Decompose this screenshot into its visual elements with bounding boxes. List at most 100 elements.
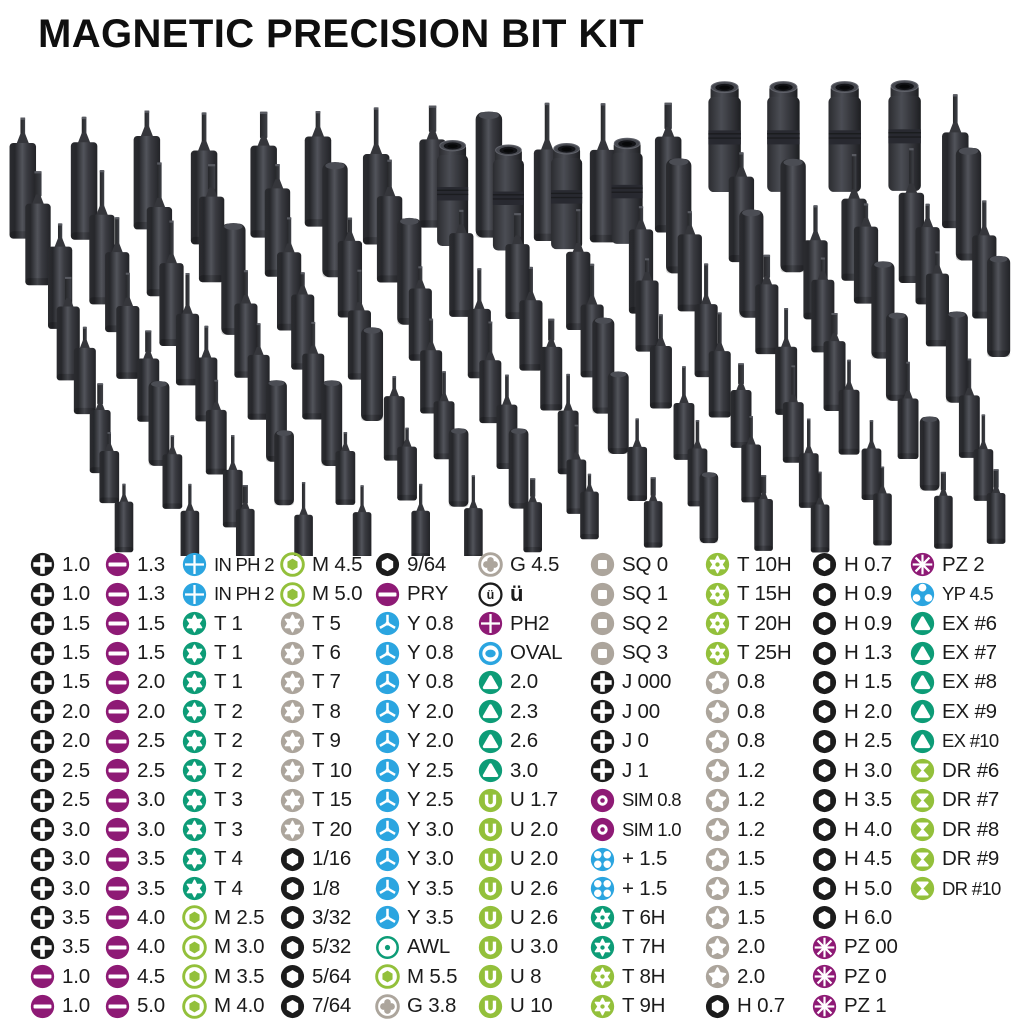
torx-icon: [280, 729, 305, 754]
legend-item-label: T 3: [214, 817, 243, 841]
pentalobe-icon: [705, 758, 730, 783]
legend-item: H 0.7: [812, 550, 898, 579]
hex-socket-icon: [280, 935, 305, 960]
legend-item-label: 9/64: [407, 552, 447, 576]
legend-item: T 7H: [590, 933, 681, 962]
legend-item: Y 3.5: [375, 903, 457, 932]
legend-item-label: 1.2: [737, 817, 765, 841]
legend-item-label: 1/8: [312, 876, 340, 900]
legend-item-label: 2.6: [510, 729, 538, 753]
legend-column-2: 1.3 1.3 1.5 1.5 2.0 2.0 2.5 2.5 3.0 3.0 3.5 3.5 4.0 4…: [105, 550, 165, 1021]
hex-socket-icon: [812, 582, 837, 607]
legend-item: 3/32: [280, 903, 362, 932]
legend-item: 2.0: [30, 697, 90, 726]
legend-item: 2.0: [30, 727, 90, 756]
legend-item-label: U 1.7: [510, 788, 558, 812]
legend-item-label: EX #10: [942, 730, 999, 752]
phillips-icon: [30, 876, 55, 901]
legend-item: 3.0: [30, 874, 90, 903]
legend-item-label: G 4.5: [510, 552, 560, 576]
tri-wing-icon: [375, 847, 400, 872]
legend-item-label: H 3.5: [844, 788, 892, 812]
slotted-icon: [105, 670, 130, 695]
legend-item-label: 0.8: [737, 670, 765, 694]
legend-item-label: 3.0: [62, 876, 90, 900]
legend-item-label: T 6H: [622, 905, 666, 929]
legend-item: T 9H: [590, 992, 681, 1021]
torx-security-icon: [590, 935, 615, 960]
legend-item-label: SQ 1: [622, 582, 668, 606]
legend-item-label: T 4: [214, 847, 243, 871]
legend-column-10: PZ 2 YP 4.5 EX #6 EX #7 EX #8 EX #9 EX #10 DR #…: [910, 550, 1001, 903]
legend-item: 3.0: [30, 815, 90, 844]
legend-item-label: 1.5: [737, 905, 765, 929]
legend-item: 1.2: [705, 786, 791, 815]
pozidriv-icon: [812, 994, 837, 1019]
legend-item: 2.5: [30, 756, 90, 785]
phillips-icon: [30, 699, 55, 724]
legend-item: SIM 0.8: [590, 786, 682, 815]
legend-item: Y 0.8: [375, 609, 457, 638]
legend-item-label: 1.3: [137, 582, 165, 606]
legend-item: H 4.5: [812, 844, 898, 873]
legend-item-label: H 2.5: [844, 729, 892, 753]
legend-item: EX #10: [910, 727, 1001, 756]
legend-item: H 2.5: [812, 727, 898, 756]
legend-item: T 20H: [705, 609, 792, 638]
legend-item: J 000: [590, 668, 681, 697]
sim-eject-icon: [590, 817, 615, 842]
tri-wing-icon: [375, 788, 400, 813]
legend-item-label: PH2: [510, 611, 550, 635]
legend-item-label: 0.8: [737, 729, 765, 753]
legend-item: H 0.9: [812, 579, 898, 608]
legend-item-label: T 2: [214, 758, 243, 782]
legend-item: H 3.5: [812, 786, 898, 815]
legend-item: T 15H: [705, 579, 792, 608]
legend-item-label: U 10: [510, 994, 553, 1018]
u-type-icon: [478, 847, 503, 872]
triangle-icon: [910, 670, 935, 695]
legend-item-label: Y 0.8: [407, 670, 454, 694]
phillips-thin-icon: [182, 552, 207, 577]
legend-item: H 6.0: [812, 903, 898, 932]
g-type-icon: [478, 552, 503, 577]
legend-item: PZ 1: [812, 992, 898, 1021]
legend-item: PZ 2: [910, 550, 1001, 579]
legend-item-label: M 3.0: [214, 935, 265, 959]
tri-wing-icon: [375, 611, 400, 636]
legend-item: 1/8: [280, 874, 362, 903]
triangle-icon: [910, 641, 935, 666]
legend-item: 1.5: [105, 609, 165, 638]
legend-item-label: Y 2.5: [407, 758, 454, 782]
legend-item-label: H 6.0: [844, 905, 892, 929]
legend-item: 7/64: [280, 992, 362, 1021]
legend-item-label: Y 2.0: [407, 729, 454, 753]
slotted-icon: [30, 994, 55, 1019]
legend-item: 1.0: [30, 550, 90, 579]
legend-item-label: 1.0: [62, 582, 90, 606]
legend-item-label: 3.0: [510, 758, 538, 782]
legend-item: 3.5: [30, 903, 90, 932]
legend-item-label: T 2: [214, 729, 243, 753]
legend-item-label: + 1.5: [622, 847, 668, 871]
u-type-icon: [478, 935, 503, 960]
legend-item: H 0.9: [812, 609, 898, 638]
legend-item-label: Y 3.5: [407, 905, 454, 929]
pentalobe-icon: [705, 788, 730, 813]
legend-item-label: PZ 00: [844, 935, 898, 959]
legend-item-label: M 4.0: [214, 994, 265, 1018]
slotted-icon: [105, 699, 130, 724]
legend-item: T 1: [182, 668, 274, 697]
phillips-icon: [30, 670, 55, 695]
legend-item-label: 1.0: [62, 964, 90, 988]
legend-item: Y 3.0: [375, 844, 457, 873]
legend-item: Y 0.8: [375, 638, 457, 667]
legend-item: 1.5: [30, 609, 90, 638]
legend-item: U 2.0: [478, 815, 562, 844]
legend-item-label: 1.0: [62, 994, 90, 1018]
legend-item: 2.0: [105, 697, 165, 726]
legend-item: 0.8: [705, 668, 791, 697]
legend-item: ü: [478, 579, 562, 608]
torx-icon: [182, 699, 207, 724]
legend-item: T 15: [280, 786, 362, 815]
